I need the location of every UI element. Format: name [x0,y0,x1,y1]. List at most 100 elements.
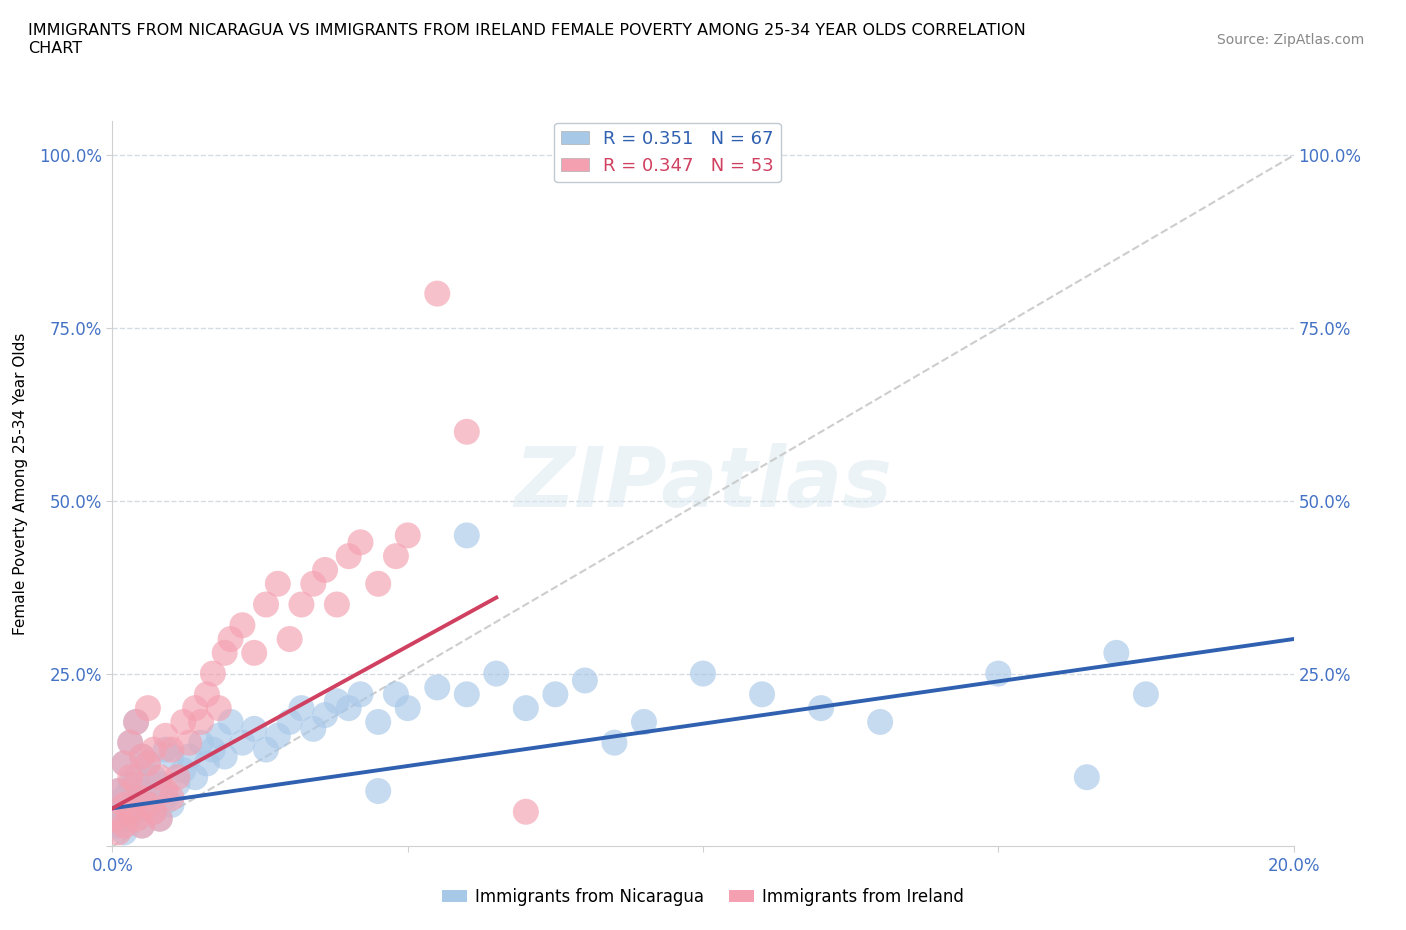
Point [349,535,371,550]
Point [136,797,159,812]
Point [456,424,478,439]
Point [231,618,253,632]
Point [155,728,177,743]
Point [195,756,218,771]
Point [214,645,236,660]
Point [131,818,153,833]
Point [160,797,183,812]
Point [485,666,508,681]
Point [104,804,127,819]
Point [869,714,891,729]
Point [314,563,336,578]
Point [172,763,194,777]
Point [149,770,172,785]
Point [166,770,188,785]
Point [155,784,177,799]
Point [125,714,148,729]
Point [125,811,148,826]
Point [208,700,231,715]
Point [290,597,312,612]
Point [112,790,135,805]
Point [267,728,290,743]
Point [149,777,172,791]
Point [426,286,449,301]
Text: ZIPatlas: ZIPatlas [515,443,891,525]
Point [231,736,253,751]
Point [692,666,714,681]
Point [155,790,177,805]
Point [160,790,183,805]
Point [120,736,142,751]
Point [243,645,266,660]
Point [195,687,218,702]
Y-axis label: Female Poverty Among 25-34 Year Olds: Female Poverty Among 25-34 Year Olds [13,332,28,635]
Point [149,811,172,826]
Point [120,770,142,785]
Point [149,811,172,826]
Point [184,700,207,715]
Point [349,687,371,702]
Point [184,770,207,785]
Point [367,784,389,799]
Point [120,736,142,751]
Point [125,804,148,819]
Point [219,714,242,729]
Point [155,742,177,757]
Point [131,790,153,805]
Point [515,700,537,715]
Point [302,722,325,737]
Point [142,742,165,757]
Point [160,742,183,757]
Point [190,736,212,751]
Point [810,700,832,715]
Point [120,804,142,819]
Point [385,687,408,702]
Point [1135,687,1157,702]
Text: IMMIGRANTS FROM NICARAGUA VS IMMIGRANTS FROM IRELAND FEMALE POVERTY AMONG 25-34 : IMMIGRANTS FROM NICARAGUA VS IMMIGRANTS … [28,23,1026,56]
Point [131,749,153,764]
Point [125,770,148,785]
Point [254,597,277,612]
Point [987,666,1010,681]
Point [120,811,142,826]
Point [367,714,389,729]
Point [112,756,135,771]
Point [367,577,389,591]
Point [208,728,231,743]
Point [112,818,135,833]
Point [136,797,159,812]
Point [633,714,655,729]
Point [456,528,478,543]
Point [243,722,266,737]
Point [131,784,153,799]
Point [326,597,349,612]
Point [267,577,290,591]
Point [254,742,277,757]
Point [131,818,153,833]
Point [302,577,325,591]
Point [396,700,419,715]
Point [1105,645,1128,660]
Point [751,687,773,702]
Point [396,528,419,543]
Point [107,825,129,840]
Point [136,756,159,771]
Point [544,687,567,702]
Point [214,749,236,764]
Point [515,804,537,819]
Point [337,700,360,715]
Point [201,742,224,757]
Point [166,777,188,791]
Point [107,784,129,799]
Point [278,714,301,729]
Point [131,749,153,764]
Point [136,700,159,715]
Point [1076,770,1098,785]
Point [142,770,165,785]
Point [107,784,129,799]
Point [160,749,183,764]
Point [219,631,242,646]
Point [112,797,135,812]
Point [112,825,135,840]
Point [426,680,449,695]
